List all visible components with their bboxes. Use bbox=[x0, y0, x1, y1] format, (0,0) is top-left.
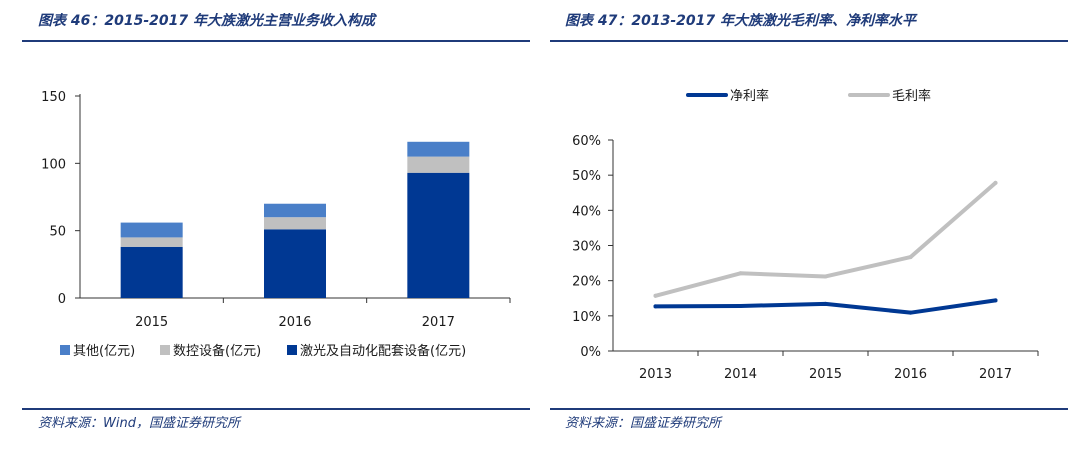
x-tick-label: 2016 bbox=[894, 367, 927, 382]
left-title-rule bbox=[22, 40, 530, 42]
bar-segment bbox=[120, 237, 183, 247]
left-chart-panel: 图表 46：2015-2017 年大族激光主营业务收入构成 0 50 100 150 2… bbox=[22, 13, 530, 431]
legend-label: 激光及自动化配套设备(亿元) bbox=[300, 343, 466, 359]
bar-segment bbox=[264, 203, 326, 218]
legend-label: 其他(亿元) bbox=[73, 344, 135, 359]
right-chart-panel: 图表 47：2013-2017 年大族激光毛利率、净利率水平 0% 10% 20% 3… bbox=[540, 0, 1080, 453]
right-source: 资料来源：国盛证券研究所 bbox=[565, 416, 722, 431]
left-chart-title: 图表 46：2015-2017 年大族激光主营业务收入构成 bbox=[38, 13, 375, 29]
data-point bbox=[653, 293, 658, 298]
x-tick-label: 2014 bbox=[724, 367, 757, 382]
left-source-rule bbox=[22, 408, 530, 410]
bar-segment bbox=[407, 141, 470, 157]
right-title-rule bbox=[550, 40, 1068, 42]
line-chart: 0% 10% 20% 30% 40% 50% 60% 2013 2014 2015 2016 2017… bbox=[572, 88, 1039, 382]
data-point bbox=[738, 271, 743, 276]
data-point bbox=[908, 255, 913, 260]
legend-label: 数控设备(亿元) bbox=[173, 343, 261, 359]
right-source-rule bbox=[550, 408, 1068, 410]
x-tick-label: 2017 bbox=[979, 367, 1012, 382]
y-tick-label: 0% bbox=[580, 345, 601, 360]
bar-segment bbox=[264, 217, 326, 230]
data-point bbox=[993, 298, 998, 303]
bar-segment bbox=[264, 229, 326, 298]
x-tick-label: 2015 bbox=[809, 367, 842, 382]
data-point bbox=[823, 274, 828, 279]
y-tick-label: 10% bbox=[572, 310, 601, 325]
y-tick-label: 50% bbox=[572, 169, 601, 184]
bar-segment bbox=[407, 156, 470, 173]
y-tick-label: 40% bbox=[572, 204, 601, 219]
y-tick-label: 0 bbox=[58, 292, 66, 307]
left-source: 资料来源：Wind，国盛证券研究所 bbox=[38, 416, 240, 431]
data-point bbox=[738, 303, 743, 308]
data-point bbox=[653, 304, 658, 309]
y-tick-label: 20% bbox=[572, 275, 601, 290]
series-line bbox=[653, 180, 998, 298]
legend-swatch bbox=[60, 345, 70, 355]
x-tick-label: 2017 bbox=[422, 315, 455, 330]
data-point bbox=[908, 310, 913, 315]
right-chart-title: 图表 47：2013-2017 年大族激光毛利率、净利率水平 bbox=[565, 13, 916, 29]
x-tick-label: 2015 bbox=[135, 315, 168, 330]
stacked-bar-chart: 0 50 100 150 2015 2016 2017 其他(亿元) 数控设备(亿元) 激光及自动… bbox=[41, 90, 511, 359]
legend-label: 毛利率 bbox=[892, 88, 931, 104]
y-tick-label: 50 bbox=[49, 225, 66, 240]
data-point bbox=[823, 301, 828, 306]
y-tick-label: 30% bbox=[572, 240, 601, 255]
x-tick-label: 2013 bbox=[639, 367, 672, 382]
y-tick-label: 150 bbox=[41, 90, 66, 105]
legend-swatch bbox=[160, 345, 170, 355]
y-tick-label: 100 bbox=[41, 157, 66, 172]
legend-swatch bbox=[287, 345, 297, 355]
bar-segment bbox=[407, 172, 470, 298]
bar-segment bbox=[120, 222, 183, 238]
x-tick-label: 2016 bbox=[278, 315, 311, 330]
bar-segment bbox=[120, 246, 183, 298]
y-tick-label: 60% bbox=[572, 134, 601, 149]
legend-label: 净利率 bbox=[730, 88, 769, 104]
data-point bbox=[993, 180, 998, 185]
